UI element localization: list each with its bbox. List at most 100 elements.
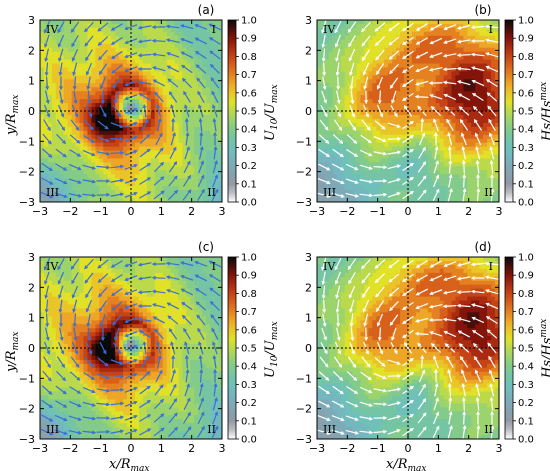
heatmap-cell [59, 146, 65, 151]
heatmap-cell [431, 71, 437, 76]
vector-arrowhead [124, 40, 129, 45]
heatmap-cell [471, 162, 476, 167]
heatmap-cell [59, 130, 65, 136]
heatmap-cell [483, 138, 488, 144]
heatmap-cell [455, 91, 460, 96]
heatmap-cell [380, 190, 385, 195]
heatmap-cell [431, 182, 437, 187]
vector-arrowhead [168, 91, 173, 96]
heatmap-cell [134, 95, 140, 100]
heatmap-cell [123, 43, 128, 49]
heatmap-cell [443, 154, 448, 159]
heatmap-cell [408, 83, 413, 88]
heatmap-cell [91, 198, 96, 203]
heatmap-cell [487, 67, 492, 72]
heatmap-cell [138, 59, 144, 64]
vector-arrowhead [420, 117, 425, 122]
heatmap-cell [455, 55, 460, 60]
heatmap-cell [483, 87, 488, 92]
heatmap-cell [214, 194, 219, 199]
vector-arrow [199, 146, 203, 160]
vector-arrowhead [368, 179, 374, 184]
heatmap-cell [491, 182, 496, 187]
heatmap-cell [344, 67, 350, 72]
vector-arrowhead [383, 179, 388, 183]
heatmap-cell [384, 138, 389, 144]
heatmap-cell [99, 154, 104, 159]
heatmap-cell [447, 79, 452, 84]
heatmap-cell [123, 23, 128, 29]
heatmap-cell [487, 103, 492, 108]
heatmap-cell [170, 43, 175, 49]
heatmap-cell [158, 91, 164, 96]
vector-arrowhead [213, 131, 217, 136]
heatmap-cell [352, 154, 357, 159]
heatmap-cell [138, 186, 144, 191]
heatmap-cell [158, 182, 164, 187]
heatmap-cell [138, 83, 144, 88]
vector-arrowhead [403, 105, 408, 110]
heatmap-cell [376, 142, 381, 148]
heatmap-cell [87, 126, 92, 132]
heatmap-cell [328, 154, 334, 159]
heatmap-cell [99, 23, 104, 29]
heatmap-cell [348, 158, 354, 163]
heatmap-cell [491, 27, 496, 33]
heatmap-cell [198, 130, 203, 136]
heatmap-cell [352, 198, 357, 203]
heatmap-cell [127, 107, 132, 112]
heatmap-cell [83, 198, 88, 203]
heatmap-cell [194, 150, 199, 155]
heatmap-cell [158, 174, 164, 179]
heatmap-cell [423, 20, 429, 25]
heatmap-cell [51, 162, 57, 167]
heatmap-cell [483, 146, 488, 151]
heatmap-cell [352, 146, 357, 151]
heatmap-cell [150, 23, 156, 29]
heatmap-cell [328, 51, 334, 57]
heatmap-cell [71, 126, 77, 132]
heatmap-cell [459, 150, 464, 155]
heatmap-cell [384, 59, 389, 64]
heatmap-cell [356, 150, 361, 155]
heatmap-cell [324, 35, 330, 41]
heatmap-cell [384, 170, 389, 175]
heatmap-cell [170, 35, 175, 41]
vector-arrowhead [120, 150, 125, 155]
heatmap-cell [174, 130, 179, 136]
heatmap-cell [356, 43, 361, 49]
heatmap-cell [463, 55, 468, 60]
heatmap-cell [194, 87, 199, 92]
heatmap-cell [186, 31, 191, 37]
heatmap-cell [210, 55, 215, 60]
heatmap-cell [154, 23, 160, 29]
heatmap-cell [202, 35, 207, 41]
heatmap-cell [451, 20, 456, 25]
vector-arrow [359, 179, 373, 183]
heatmap-cell [63, 55, 69, 60]
heatmap-cell [356, 59, 361, 64]
heatmap-cell [495, 95, 500, 100]
heatmap-cell [107, 63, 112, 68]
heatmap-cell [431, 83, 437, 88]
vector-arrow [169, 91, 177, 103]
heatmap-cell [166, 126, 171, 132]
heatmap-cell [111, 35, 116, 41]
heatmap-cell [166, 166, 171, 171]
heatmap-cell [218, 95, 223, 100]
heatmap-cell [423, 142, 429, 148]
heatmap-cell [427, 138, 433, 144]
vector-arrowhead [490, 173, 494, 178]
heatmap-cell [463, 182, 468, 187]
heatmap-cell [388, 103, 393, 108]
heatmap-cell [431, 35, 437, 41]
heatmap-cell [127, 75, 132, 80]
heatmap-cell [107, 87, 112, 92]
y-tick-label: −3 [19, 196, 35, 209]
heatmap-cell [451, 39, 456, 45]
heatmap-cell [83, 150, 88, 155]
heatmap-cell [75, 59, 80, 64]
heatmap-cell [491, 114, 496, 120]
heatmap-cell [218, 174, 223, 179]
